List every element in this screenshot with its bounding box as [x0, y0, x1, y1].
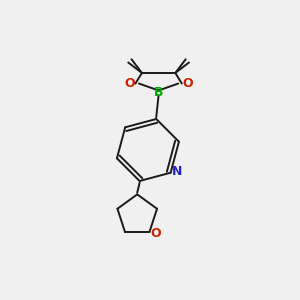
Text: O: O: [182, 77, 193, 90]
Text: B: B: [154, 86, 164, 99]
Text: O: O: [150, 227, 161, 240]
Text: N: N: [172, 165, 182, 178]
Text: O: O: [124, 77, 135, 90]
